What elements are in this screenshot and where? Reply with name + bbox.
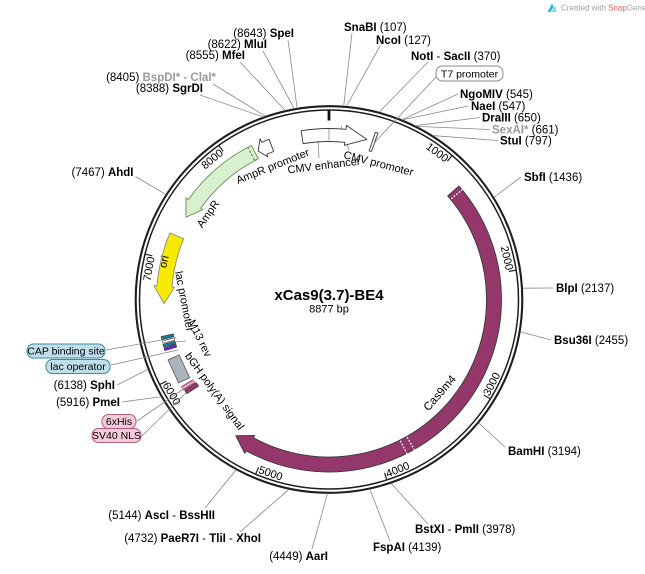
svg-text:(8555) MfeI: (8555) MfeI: [186, 50, 245, 62]
svg-text:CAP binding site: CAP binding site: [27, 346, 105, 358]
svg-text:SV40 NLS: SV40 NLS: [92, 430, 141, 442]
svg-text:BamHI (3194): BamHI (3194): [508, 446, 581, 458]
svg-text:NotI - SacII (370): NotI - SacII (370): [411, 51, 501, 63]
svg-text:Bsu36I (2455): Bsu36I (2455): [554, 335, 628, 347]
svg-text:NaeI (547): NaeI (547): [471, 101, 526, 113]
svg-text:FspAI (4139): FspAI (4139): [373, 542, 442, 554]
svg-text:T7 promoter: T7 promoter: [441, 69, 499, 81]
svg-text:SnaBI (107): SnaBI (107): [344, 22, 407, 34]
svg-text:8877 bp: 8877 bp: [309, 304, 349, 316]
svg-text:(5144) AscI - BssHII: (5144) AscI - BssHII: [108, 510, 215, 522]
svg-text:(6138) SphI: (6138) SphI: [54, 380, 115, 392]
svg-text:SbfI (1436): SbfI (1436): [524, 172, 582, 184]
svg-text:(7467) AhdI: (7467) AhdI: [72, 167, 134, 179]
svg-text:BstXI - PmlI (3978): BstXI - PmlI (3978): [415, 524, 516, 536]
svg-text:(5916) PmeI: (5916) PmeI: [56, 397, 120, 409]
svg-text:Created with SnapGene®: Created with SnapGene®: [561, 4, 645, 13]
svg-text:(4449) AarI: (4449) AarI: [269, 551, 328, 563]
svg-text:NgoMIV (545): NgoMIV (545): [460, 89, 533, 101]
svg-text:StuI (797): StuI (797): [500, 136, 552, 148]
svg-text:lac operator: lac operator: [50, 361, 106, 373]
svg-text:BlpI (2137): BlpI (2137): [556, 283, 614, 295]
svg-text:NcoI (127): NcoI (127): [376, 35, 431, 47]
svg-text:DraIII (650): DraIII (650): [482, 113, 541, 125]
svg-text:xCas9(3.7)-BE4: xCas9(3.7)-BE4: [274, 287, 384, 304]
svg-text:(4732) PaeR7I - TliI - XhoI: (4732) PaeR7I - TliI - XhoI: [124, 533, 261, 545]
svg-text:(8388) SgrDI: (8388) SgrDI: [136, 83, 203, 95]
svg-text:6xHis: 6xHis: [106, 416, 132, 428]
